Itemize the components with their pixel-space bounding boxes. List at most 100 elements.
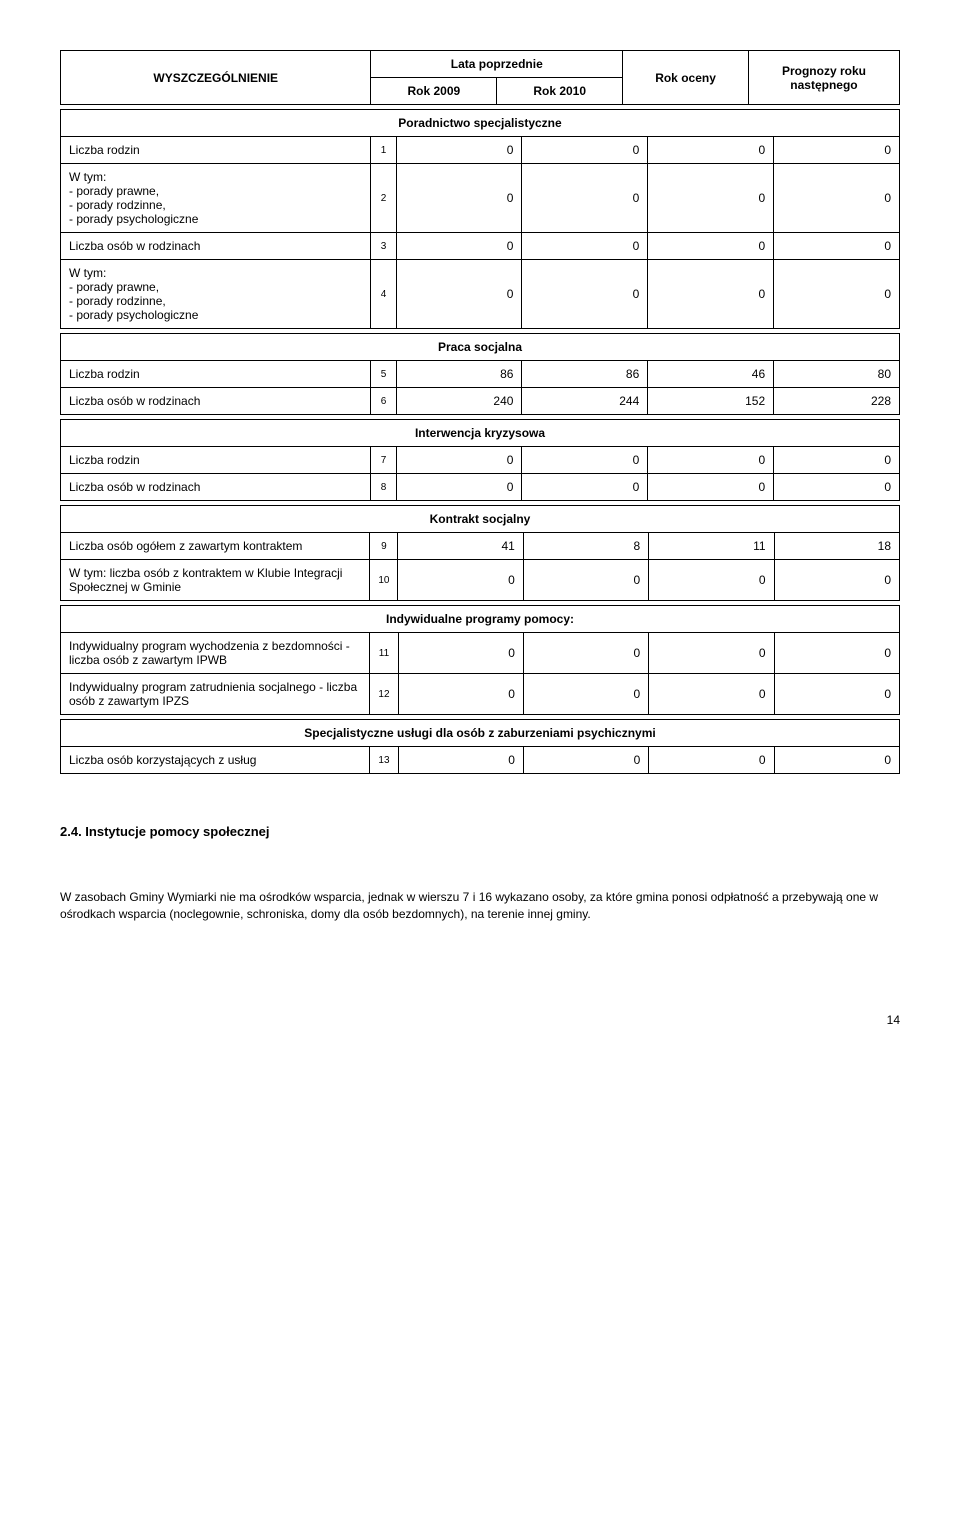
cell: 0 — [649, 747, 774, 774]
cell: 0 — [523, 560, 648, 601]
cell: 0 — [774, 260, 900, 329]
row-label: Indywidualny program wychodzenia z bezdo… — [61, 633, 370, 674]
cell: 0 — [649, 560, 774, 601]
heading-2-4: 2.4. Instytucje pomocy społecznej — [60, 824, 900, 839]
section-title-6: Specjalistyczne usługi dla osób z zaburz… — [61, 720, 900, 747]
cell: 0 — [398, 560, 523, 601]
cell: 0 — [522, 260, 648, 329]
page-number: 14 — [60, 1013, 900, 1027]
row-label: Liczba osób w rodzinach — [61, 388, 371, 415]
cell: 0 — [398, 674, 523, 715]
table-row: W tym: - porady prawne, - porady rodzinn… — [61, 260, 900, 329]
row-label: Liczba osób w rodzinach — [61, 474, 371, 501]
cell: 0 — [398, 747, 523, 774]
cell: 18 — [774, 533, 899, 560]
table-row: Liczba rodzin 1 0 0 0 0 — [61, 137, 900, 164]
header-col2a: Rok 2009 — [371, 78, 497, 105]
section-5: Indywidualne programy pomocy: Indywidual… — [60, 605, 900, 715]
row-num: 1 — [371, 137, 396, 164]
cell: 0 — [523, 747, 648, 774]
cell: 0 — [522, 137, 648, 164]
table-row: Liczba osób w rodzinach 3 0 0 0 0 — [61, 233, 900, 260]
cell: 0 — [774, 233, 900, 260]
row-label: Liczba osób ogółem z zawartym kontraktem — [61, 533, 370, 560]
row-label: Indywidualny program zatrudnienia socjal… — [61, 674, 370, 715]
table-row: Indywidualny program wychodzenia z bezdo… — [61, 633, 900, 674]
cell: 0 — [774, 474, 900, 501]
row-label: W tym: liczba osób z kontraktem w Klubie… — [61, 560, 370, 601]
row-num: 13 — [370, 747, 398, 774]
cell: 46 — [648, 361, 774, 388]
table-row: Liczba osób korzystających z usług 13 0 … — [61, 747, 900, 774]
cell: 0 — [522, 164, 648, 233]
cell: 0 — [522, 233, 648, 260]
section-3: Interwencja kryzysowa Liczba rodzin 7 0 … — [60, 419, 900, 501]
cell: 0 — [649, 674, 774, 715]
row-num: 4 — [371, 260, 396, 329]
cell: 0 — [648, 260, 774, 329]
table-row: Liczba osób ogółem z zawartym kontraktem… — [61, 533, 900, 560]
row-label: W tym: - porady prawne, - porady rodzinn… — [61, 164, 371, 233]
cell: 80 — [774, 361, 900, 388]
header-table: WYSZCZEGÓLNIENIE Lata poprzednie Rok oce… — [60, 50, 900, 105]
section-title-3: Interwencja kryzysowa — [61, 420, 900, 447]
section-title-5: Indywidualne programy pomocy: — [61, 606, 900, 633]
cell: 0 — [398, 633, 523, 674]
cell: 0 — [396, 474, 522, 501]
cell: 0 — [774, 137, 900, 164]
cell: 244 — [522, 388, 648, 415]
cell: 8 — [523, 533, 648, 560]
table-row: W tym: - porady prawne, - porady rodzinn… — [61, 164, 900, 233]
cell: 0 — [774, 674, 899, 715]
row-label: Liczba osób w rodzinach — [61, 233, 371, 260]
row-label: Liczba osób korzystających z usług — [61, 747, 370, 774]
cell: 0 — [774, 447, 900, 474]
table-row: W tym: liczba osób z kontraktem w Klubie… — [61, 560, 900, 601]
cell: 11 — [649, 533, 774, 560]
cell: 0 — [774, 747, 899, 774]
row-num: 10 — [370, 560, 398, 601]
header-col1: WYSZCZEGÓLNIENIE — [61, 51, 371, 105]
cell: 0 — [774, 633, 899, 674]
cell: 0 — [522, 474, 648, 501]
cell: 0 — [522, 447, 648, 474]
row-label: W tym: - porady prawne, - porady rodzinn… — [61, 260, 371, 329]
row-num: 6 — [371, 388, 396, 415]
section-2: Praca socjalna Liczba rodzin 5 86 86 46 … — [60, 333, 900, 415]
cell: 86 — [396, 361, 522, 388]
cell: 0 — [774, 164, 900, 233]
cell: 0 — [396, 137, 522, 164]
paragraph: W zasobach Gminy Wymiarki nie ma ośrodkó… — [60, 889, 900, 923]
row-label: Liczba rodzin — [61, 137, 371, 164]
cell: 0 — [648, 233, 774, 260]
section-title-4: Kontrakt socjalny — [61, 506, 900, 533]
header-col2: Lata poprzednie — [371, 51, 623, 78]
cell: 240 — [396, 388, 522, 415]
row-label: Liczba rodzin — [61, 361, 371, 388]
header-col4: Prognozy roku następnego — [748, 51, 899, 105]
section-4: Kontrakt socjalny Liczba osób ogółem z z… — [60, 505, 900, 601]
cell: 0 — [396, 447, 522, 474]
header-col3: Rok oceny — [623, 51, 749, 105]
cell: 0 — [523, 633, 648, 674]
cell: 0 — [396, 164, 522, 233]
cell: 0 — [649, 633, 774, 674]
row-label: Liczba rodzin — [61, 447, 371, 474]
section-1: Poradnictwo specjalistyczne Liczba rodzi… — [60, 109, 900, 329]
cell: 0 — [396, 233, 522, 260]
cell: 41 — [398, 533, 523, 560]
cell: 0 — [648, 137, 774, 164]
row-num: 5 — [371, 361, 396, 388]
table-row: Indywidualny program zatrudnienia socjal… — [61, 674, 900, 715]
cell: 0 — [648, 474, 774, 501]
table-row: Liczba rodzin 7 0 0 0 0 — [61, 447, 900, 474]
row-num: 3 — [371, 233, 396, 260]
row-num: 2 — [371, 164, 396, 233]
cell: 152 — [648, 388, 774, 415]
row-num: 7 — [371, 447, 396, 474]
cell: 86 — [522, 361, 648, 388]
table-row: Liczba osób w rodzinach 8 0 0 0 0 — [61, 474, 900, 501]
section-title-2: Praca socjalna — [61, 334, 900, 361]
cell: 0 — [648, 447, 774, 474]
table-row: Liczba osób w rodzinach 6 240 244 152 22… — [61, 388, 900, 415]
